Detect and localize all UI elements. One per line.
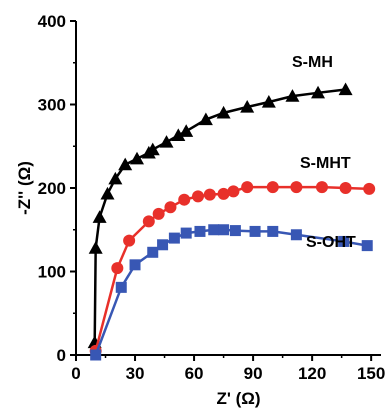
y-tick-label: 400 xyxy=(38,12,66,31)
y-tick-label: 200 xyxy=(38,179,66,198)
series-s-mh-point xyxy=(216,105,231,119)
labels-group: -Z'' (Ω) Z' (Ω) S-MH S-MHT S-OHT xyxy=(15,54,356,408)
x-tick-label: 90 xyxy=(244,364,263,383)
series-s-oht-point xyxy=(361,240,373,252)
series-s-oht-point xyxy=(290,229,302,241)
series-s-oht-point xyxy=(249,225,261,237)
series-s-mht-point xyxy=(363,182,376,195)
series-s-mh-point xyxy=(130,151,144,165)
series-s-mh-point xyxy=(159,135,174,148)
series-s-mht-point xyxy=(241,181,254,194)
series-s-mh xyxy=(87,82,353,349)
series-s-mht-point xyxy=(203,188,216,201)
series-s-mh-point xyxy=(179,124,194,137)
series-s-mh-point xyxy=(261,94,276,108)
series-s-oht-point xyxy=(338,235,350,247)
series-s-mh-point xyxy=(100,186,115,200)
series-s-mh-point xyxy=(145,142,160,156)
series-s-oht-point xyxy=(90,349,102,361)
x-tick-label: 60 xyxy=(185,364,204,383)
series-s-oht xyxy=(90,224,373,361)
legend-label-s-oht: S-OHT xyxy=(306,234,356,251)
series-s-oht-point xyxy=(157,239,169,251)
x-tick-label: 120 xyxy=(298,364,326,383)
y-tick-label: 100 xyxy=(38,263,66,282)
series-s-mht-point xyxy=(164,201,177,214)
series-s-oht-point xyxy=(180,227,192,239)
series-s-mh-point xyxy=(171,128,186,141)
legend-label-s-mht: S-MHT xyxy=(300,155,351,172)
series-s-oht-point xyxy=(194,225,206,237)
series-s-mht-point xyxy=(178,193,191,206)
series-s-mh-point xyxy=(240,100,255,113)
axes: 0 100 200 300 400 0 30 60 90 120 150 xyxy=(38,12,386,383)
series-s-mht-point xyxy=(142,215,155,228)
series-s-oht-line xyxy=(94,228,368,356)
series-s-oht-point xyxy=(208,224,220,236)
series-s-oht-point xyxy=(229,225,241,237)
series-s-mht-point xyxy=(266,181,279,194)
series-s-mh-point xyxy=(92,210,107,223)
series-s-mht-point xyxy=(152,207,165,220)
series-s-mh-point xyxy=(311,85,326,99)
x-tick-label: 150 xyxy=(357,364,385,383)
series-s-mh-point xyxy=(88,241,103,254)
series-s-oht-point xyxy=(267,225,279,237)
series-s-mh-point xyxy=(108,171,123,185)
x-tick-label: 30 xyxy=(126,364,145,383)
series-s-mht-point xyxy=(192,190,204,203)
series-s-mh-line xyxy=(93,88,346,343)
series-s-mht-point xyxy=(217,187,230,200)
series-s-mht-point xyxy=(315,181,328,194)
series-s-mht-point xyxy=(227,185,240,198)
x-axis-label: Z' (Ω) xyxy=(216,389,260,408)
series-s-oht-point xyxy=(218,224,230,236)
series-s-oht-point xyxy=(168,232,180,244)
series-s-oht-point xyxy=(115,281,127,293)
series-group xyxy=(87,82,376,361)
series-s-mht-point xyxy=(290,181,303,194)
series-s-mh-point xyxy=(338,82,353,96)
series-s-mht-point xyxy=(111,262,124,275)
y-tick-label: 300 xyxy=(38,96,66,115)
series-s-mh-point xyxy=(198,112,213,126)
series-s-mh-point xyxy=(118,157,133,171)
series-s-oht-point xyxy=(129,259,141,271)
y-tick-label: 0 xyxy=(57,346,66,365)
series-s-mht-point xyxy=(123,234,136,247)
series-s-mht-point xyxy=(339,182,352,194)
legend-label-s-mh: S-MH xyxy=(292,54,333,71)
series-s-oht-point xyxy=(147,246,159,258)
y-axis-label: -Z'' (Ω) xyxy=(15,161,34,215)
x-tick-label: 0 xyxy=(71,364,80,383)
series-s-mh-point xyxy=(285,89,300,102)
